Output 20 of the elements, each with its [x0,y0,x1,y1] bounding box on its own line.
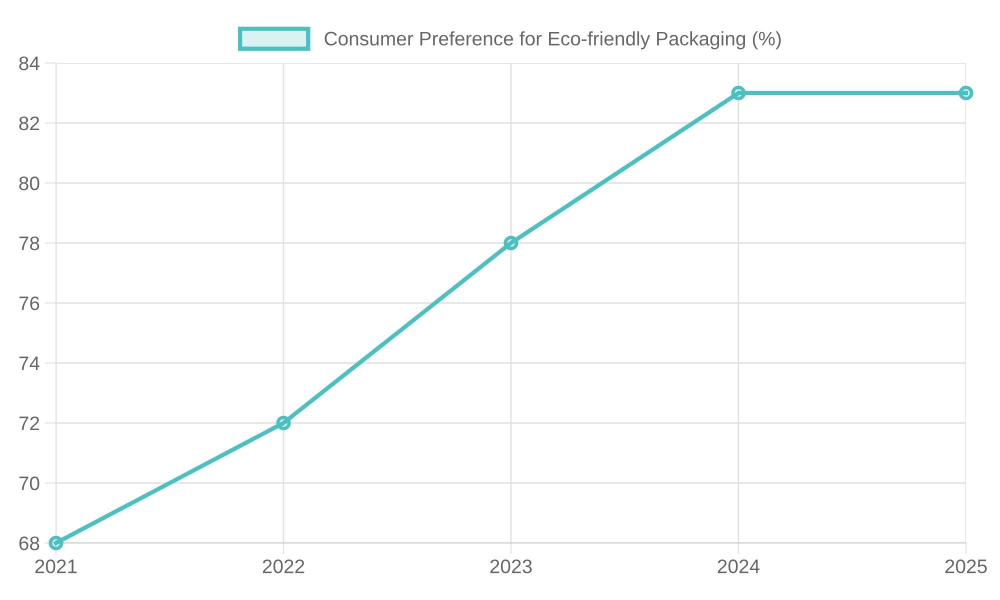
y-tick-label: 82 [19,116,40,130]
x-tick-label: 2024 [718,559,760,574]
point [958,86,974,100]
point [504,236,518,250]
y-tick-label: 70 [19,476,40,490]
point [731,86,746,100]
point [48,536,64,550]
x-tick-label: 2025 [945,559,987,574]
y-tick-label: 74 [19,356,40,370]
y-tick-label: 84 [19,56,40,70]
y-tick-label: 80 [19,176,40,190]
y-tick-label: 78 [19,236,40,250]
y-tick-label: 68 [19,536,40,550]
x-tick-label: 2021 [35,559,77,574]
y-tick-label: 76 [19,296,40,310]
x-tick-label: 2023 [490,559,532,574]
point [276,416,291,430]
x-tick-label: 2022 [262,559,304,574]
y-tick-label: 72 [19,416,40,430]
legend-label: Consumer Preference for Eco-friendly Packaging (%) [324,31,781,50]
